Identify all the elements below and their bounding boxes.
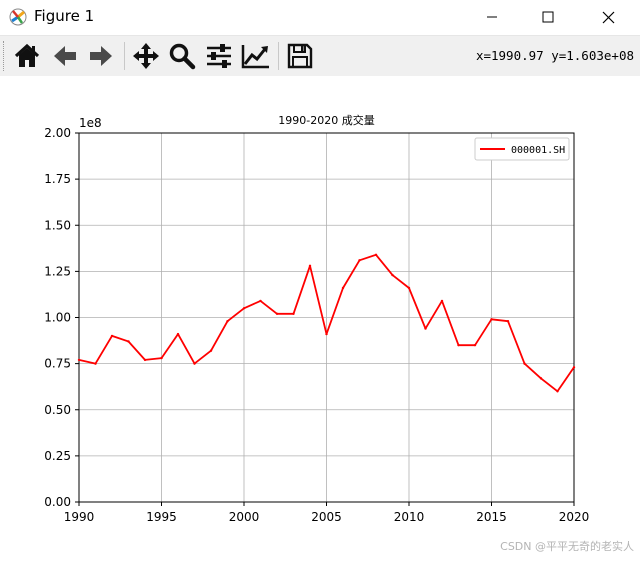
toolbar-grip[interactable] xyxy=(3,41,7,71)
data-point xyxy=(308,264,312,268)
toolbar-separator xyxy=(278,42,279,70)
pan-icon xyxy=(133,43,159,69)
figure-canvas[interactable]: 1990 1995 2000 2005 2010 2015 2020 0.00 0.25 0.50… xyxy=(0,76,640,558)
minimize-button[interactable] xyxy=(468,0,516,34)
forward-arrow-icon xyxy=(90,46,112,66)
data-point xyxy=(407,286,411,290)
data-point xyxy=(193,362,196,365)
y-tick-label: 1.75 xyxy=(44,172,71,186)
data-point xyxy=(556,390,559,393)
back-arrow-icon xyxy=(54,46,76,66)
data-point xyxy=(539,377,543,380)
watermark: CSDN @平平无奇的老实人 xyxy=(500,540,634,553)
data-point xyxy=(506,319,510,323)
data-point xyxy=(110,334,114,338)
data-point xyxy=(209,349,213,352)
data-point xyxy=(275,312,279,316)
subplots-config-icon xyxy=(207,44,231,68)
toolbar-separator xyxy=(124,42,125,70)
y-offset-text: 1e8 xyxy=(79,116,102,130)
data-point xyxy=(143,358,147,362)
data-point xyxy=(226,319,229,323)
window-title: Figure 1 xyxy=(34,7,95,25)
x-tick-label: 2015 xyxy=(476,510,507,524)
data-point xyxy=(440,299,444,303)
data-point xyxy=(341,286,345,290)
x-tick-label: 2005 xyxy=(311,510,342,524)
data-point xyxy=(292,312,295,316)
pan-button[interactable] xyxy=(131,40,161,72)
line-chart[interactable]: 1990 1995 2000 2005 2010 2015 2020 0.00 0.25 0.50… xyxy=(0,76,640,558)
y-tick-label: 0.75 xyxy=(44,357,71,371)
data-point xyxy=(490,318,493,321)
data-point xyxy=(424,327,427,330)
close-button[interactable] xyxy=(584,0,632,34)
home-icon xyxy=(14,43,40,67)
back-button[interactable] xyxy=(50,40,80,72)
data-point xyxy=(176,332,180,336)
x-tick-label: 2010 xyxy=(394,510,425,524)
y-tick-label: 0.00 xyxy=(44,495,71,509)
data-point xyxy=(77,358,81,362)
data-point xyxy=(374,253,378,256)
x-tick-label: 1990 xyxy=(64,510,95,524)
data-point xyxy=(94,362,97,365)
maximize-button[interactable] xyxy=(524,0,572,34)
close-icon xyxy=(602,11,614,23)
zoom-button[interactable] xyxy=(167,40,197,72)
legend: 000001.SH xyxy=(474,137,570,161)
subplots-button[interactable] xyxy=(204,40,234,72)
data-point xyxy=(160,356,163,360)
y-tick-label: 0.25 xyxy=(44,449,71,463)
save-icon xyxy=(287,43,313,69)
y-tick-label: 1.00 xyxy=(44,311,71,325)
x-tick-label: 2000 xyxy=(229,510,260,524)
data-point xyxy=(391,273,394,277)
data-point xyxy=(572,366,576,369)
home-button[interactable] xyxy=(12,40,42,72)
navigation-toolbar: x=1990.97 y=1.603e+08 xyxy=(0,35,640,77)
data-point xyxy=(259,299,262,303)
data-point xyxy=(242,307,246,310)
y-tick-label: 1.50 xyxy=(44,218,71,232)
y-tick-label: 1.25 xyxy=(44,264,71,278)
y-tick-label: 0.50 xyxy=(44,403,71,417)
minimize-icon xyxy=(487,16,497,18)
data-point xyxy=(523,362,526,365)
data-point xyxy=(358,259,361,262)
coordinate-readout: x=1990.97 y=1.603e+08 xyxy=(475,48,634,63)
zoom-icon xyxy=(169,43,196,70)
title-bar: Figure 1 xyxy=(0,0,640,34)
legend-label: 000001.SH xyxy=(511,145,565,156)
x-tick-label: 2020 xyxy=(559,510,590,524)
data-point xyxy=(325,332,328,336)
data-point xyxy=(473,343,477,347)
chart-title: 1990-2020 成交量 xyxy=(278,113,374,127)
x-tick-label: 1995 xyxy=(146,510,177,524)
maximize-icon xyxy=(542,11,554,23)
edit-axis-icon xyxy=(241,45,269,69)
edit-axis-button[interactable] xyxy=(241,40,271,72)
forward-button[interactable] xyxy=(86,40,116,72)
data-point xyxy=(127,340,130,343)
app-icon xyxy=(9,8,27,26)
data-point xyxy=(457,343,460,347)
save-button[interactable] xyxy=(285,40,315,72)
y-tick-label: 2.00 xyxy=(44,126,71,140)
